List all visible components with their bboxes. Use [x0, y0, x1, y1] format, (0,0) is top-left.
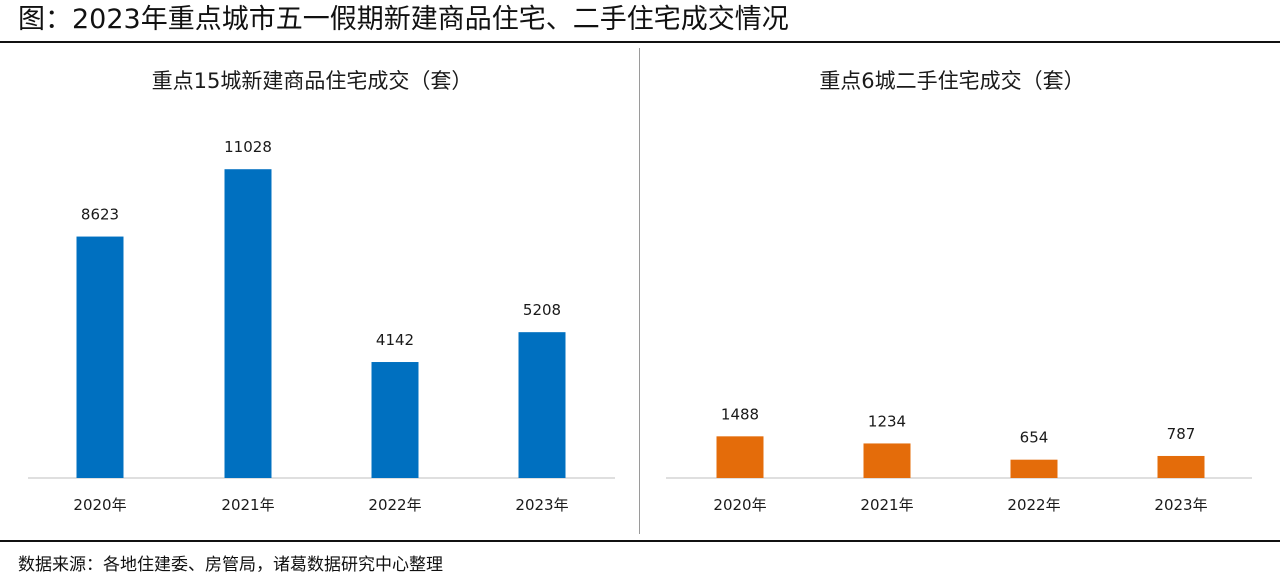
- source-note: 数据来源：各地住建委、房管局，诸葛数据研究中心整理: [18, 555, 443, 575]
- x-tick-label-2: 2022年: [368, 496, 421, 514]
- chart-panel-second-hand: 重点6城二手住宅成交（套） 1488 1234 654 787 2020年 2021年 2…: [640, 48, 1280, 534]
- bars-group: [76, 169, 566, 478]
- bar-2: [1010, 459, 1058, 478]
- bar-1: [863, 443, 911, 478]
- value-label-2: 654: [1020, 429, 1049, 447]
- bar-0: [716, 436, 764, 478]
- figure-title: 图：2023年重点城市五一假期新建商品住宅、二手住宅成交情况: [18, 4, 789, 35]
- x-tick-labels-group: 2020年 2021年 2022年 2023年: [713, 496, 1207, 514]
- x-tick-label-0: 2020年: [713, 496, 766, 514]
- top-rule: [0, 41, 1280, 43]
- panel-divider: [639, 48, 640, 534]
- x-tick-label-1: 2021年: [860, 496, 913, 514]
- value-label-1: 1234: [868, 412, 906, 430]
- value-label-0: 8623: [81, 206, 119, 224]
- x-tick-label-2: 2022年: [1007, 496, 1060, 514]
- bar-1: [224, 169, 272, 478]
- new-homes-bar-chart: 重点15城新建商品住宅成交（套） 8623 11028 4142 5208 2020年…: [28, 69, 615, 514]
- value-label-0: 1488: [721, 405, 759, 423]
- x-tick-label-0: 2020年: [73, 496, 126, 514]
- value-label-3: 5208: [523, 301, 561, 319]
- bar-2: [371, 362, 419, 478]
- bar-3: [1157, 455, 1205, 478]
- bar-0: [76, 236, 124, 478]
- x-tick-label-3: 2023年: [515, 496, 568, 514]
- chart-panel-new-homes: 重点15城新建商品住宅成交（套） 8623 11028 4142 5208 2020年…: [0, 48, 639, 534]
- x-tick-label-3: 2023年: [1154, 496, 1207, 514]
- chart-title: 重点6城二手住宅成交（套）: [819, 69, 1084, 93]
- bar-3: [518, 332, 566, 478]
- chart-title: 重点15城新建商品住宅成交（套）: [152, 69, 473, 93]
- bars-group: [716, 436, 1205, 478]
- value-labels-group: 1488 1234 654 787: [721, 405, 1195, 446]
- value-label-1: 11028: [224, 138, 272, 156]
- x-tick-labels-group: 2020年 2021年 2022年 2023年: [73, 496, 568, 514]
- bottom-rule: [0, 540, 1280, 542]
- value-labels-group: 8623 11028 4142 5208: [81, 138, 561, 349]
- value-label-3: 787: [1167, 425, 1196, 443]
- value-label-2: 4142: [376, 331, 414, 349]
- x-tick-label-1: 2021年: [221, 496, 274, 514]
